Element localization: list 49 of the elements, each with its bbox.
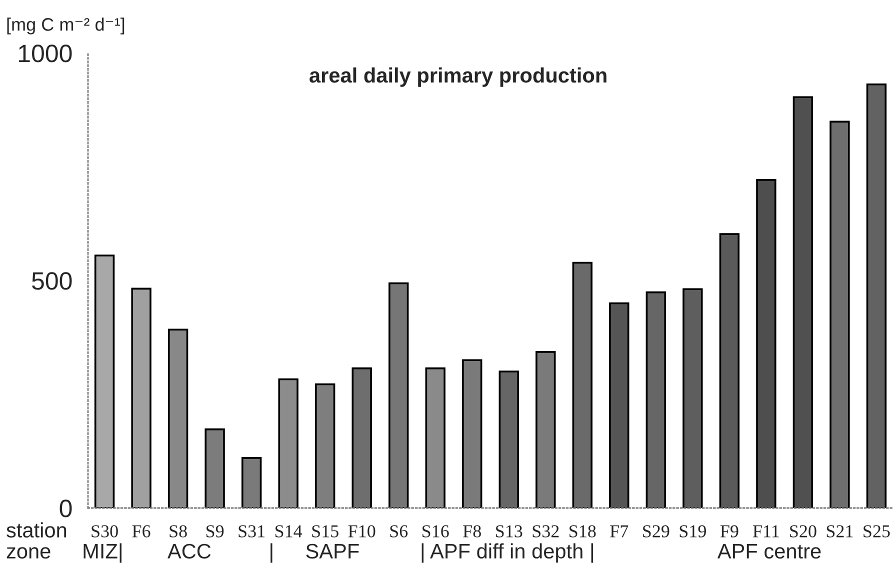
x-tick-label: S16 <box>422 525 449 538</box>
bar <box>498 370 519 508</box>
bar <box>682 288 703 508</box>
y-axis-title: [mg C m⁻² d⁻¹] <box>7 18 124 34</box>
bar <box>609 302 630 508</box>
text: SAPF <box>306 544 359 559</box>
x-tick-label: S15 <box>312 525 338 538</box>
x-tick-label: F8 <box>463 525 481 538</box>
bar <box>168 328 188 508</box>
x-tick-label: S18 <box>570 525 596 538</box>
bar <box>646 291 666 508</box>
text: | <box>270 543 272 563</box>
y-tick-label: 0 <box>60 500 72 518</box>
bar <box>94 254 115 508</box>
x-tick-label: S31 <box>238 525 265 538</box>
bar <box>719 233 740 508</box>
bar <box>756 179 776 508</box>
x-tick-label: S14 <box>275 525 302 538</box>
y-tick-label: 500 <box>32 272 72 290</box>
x-tick-label: S8 <box>170 525 187 538</box>
x-tick-label: F9 <box>720 525 738 538</box>
x-tick-label: S19 <box>680 525 706 538</box>
x-tick-label: F10 <box>348 525 376 538</box>
x-tick-label: F6 <box>132 525 150 538</box>
x-tick-label: F7 <box>610 525 628 538</box>
x-tick-label: S29 <box>643 525 670 538</box>
x-tick-label: F11 <box>752 525 779 538</box>
x-tick-label: S32 <box>532 525 559 538</box>
bar <box>792 96 814 508</box>
bar <box>866 83 887 508</box>
x-tick-label: S20 <box>790 525 816 538</box>
text: APF centre <box>717 544 821 559</box>
x-tick-label: S25 <box>864 525 890 538</box>
bar <box>572 262 592 508</box>
text: MIZ| <box>84 543 122 563</box>
x-axis-title: station <box>6 522 66 538</box>
x-tick-label: S6 <box>390 525 408 538</box>
text: zone <box>6 547 50 559</box>
x-tick-label: S9 <box>206 525 224 538</box>
x-tick-label: S30 <box>92 525 118 538</box>
bar <box>278 378 298 508</box>
text: areal daily primary production <box>310 67 606 87</box>
x-tick-label: S21 <box>826 525 853 538</box>
text: | APF diff in depth | <box>422 543 594 563</box>
bar <box>131 288 152 508</box>
x-tick-label: S13 <box>496 525 522 538</box>
y-tick-label: 1000 <box>19 44 72 62</box>
bar <box>425 367 446 508</box>
text: ACC <box>168 544 211 559</box>
